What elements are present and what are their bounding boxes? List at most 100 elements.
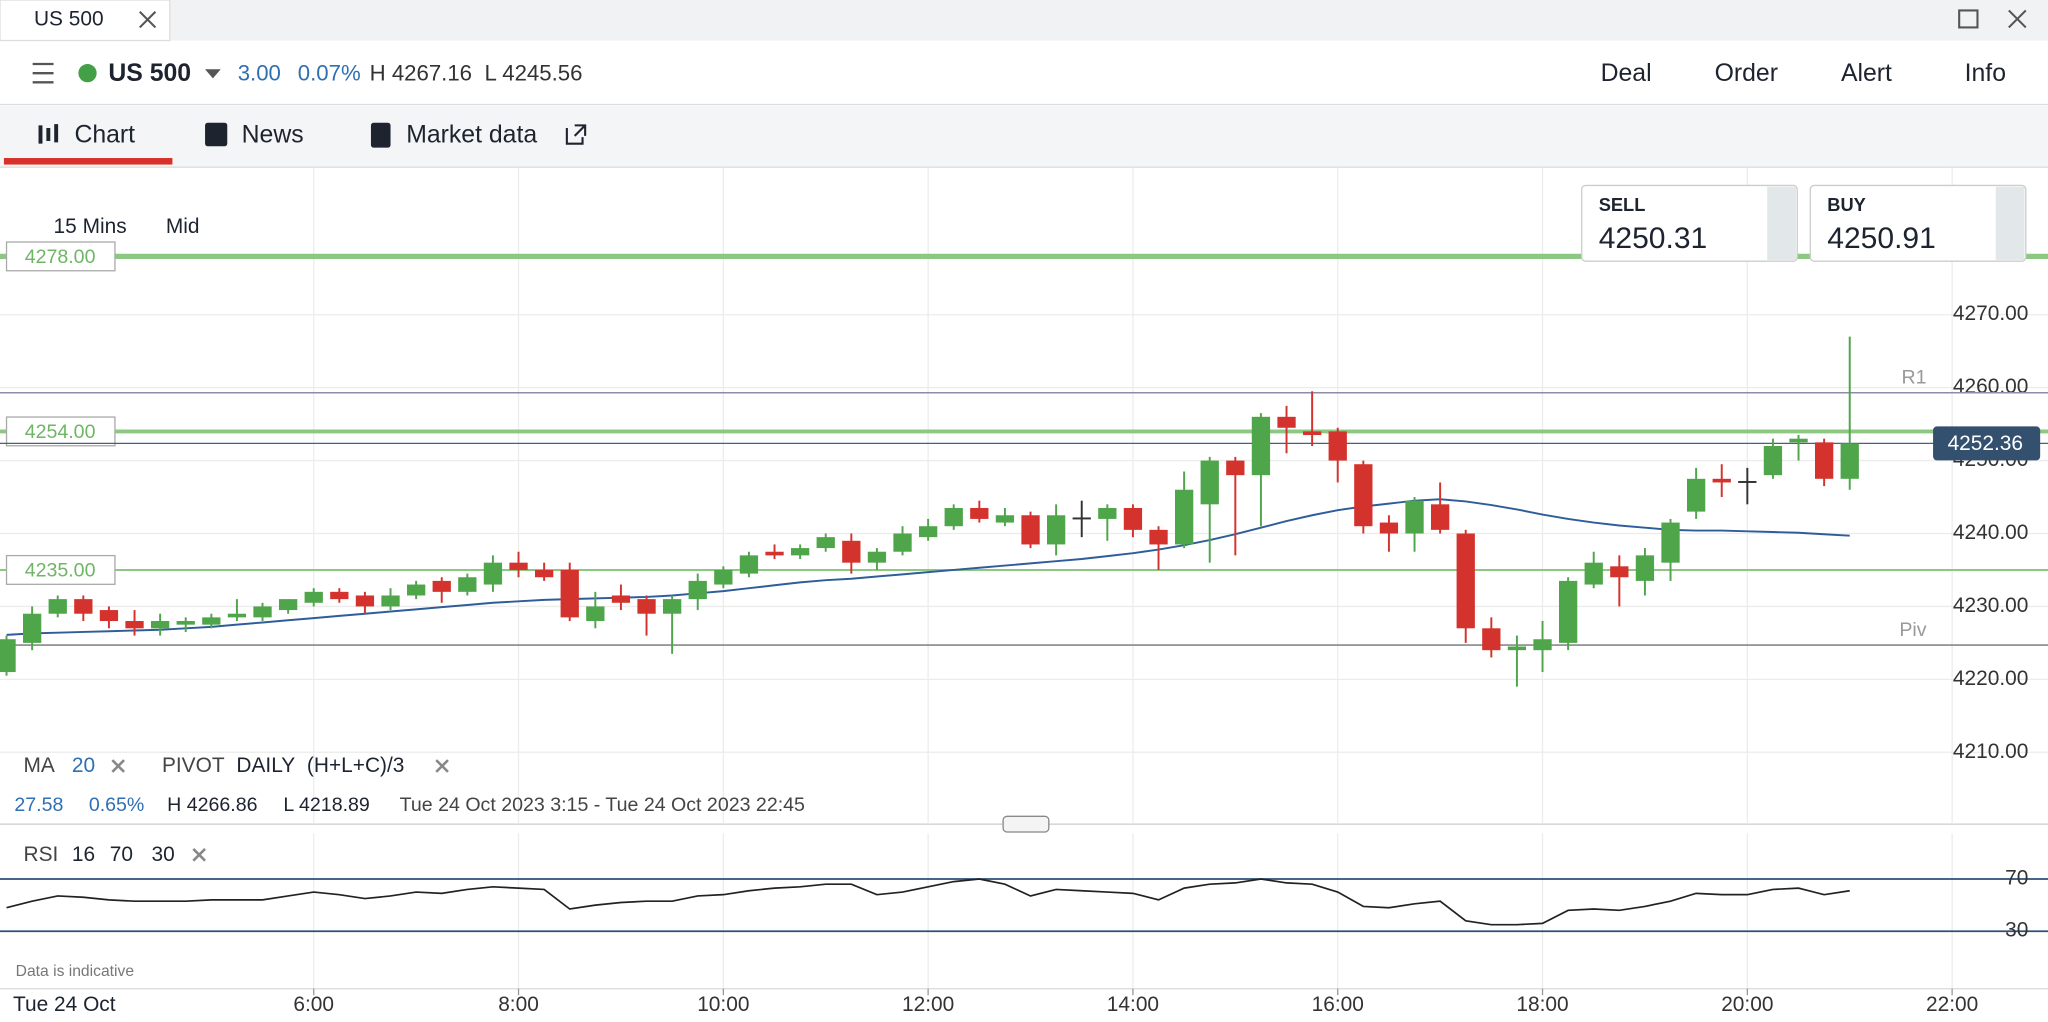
rsi-lower: 30 — [152, 843, 175, 866]
buy-box[interactable] — [1809, 184, 2027, 262]
y-tick-label: 4210.00 — [1953, 740, 2028, 763]
candle-body — [509, 562, 528, 570]
nav-tab[interactable]: News — [242, 121, 304, 148]
candle-body — [560, 569, 579, 618]
sell-box[interactable] — [1581, 184, 1798, 262]
menu[interactable] — [32, 62, 54, 84]
action[interactable]: Alert — [1841, 60, 1892, 87]
change-pct: 0.07% — [298, 60, 361, 85]
instrument[interactable]: US 500 — [108, 60, 191, 87]
candle-body — [662, 599, 682, 614]
market-icon — [370, 122, 391, 148]
candle-body — [1046, 515, 1066, 545]
buy-price: 4250.91 — [1827, 222, 1936, 255]
y-tick-label: 4230.00 — [1953, 594, 2028, 617]
resize-handle[interactable] — [1002, 815, 1050, 833]
maximize[interactable] — [1958, 9, 1979, 29]
x-tick-label: 6:00 — [293, 993, 334, 1016]
price-type[interactable]: Mid — [166, 215, 200, 238]
candle-body — [406, 584, 426, 596]
sell-side — [1767, 186, 1796, 260]
candle-body — [790, 548, 810, 556]
rsi-tick-label: 30 — [2005, 919, 2028, 942]
candle-body — [355, 595, 375, 607]
chart-icon — [38, 124, 59, 144]
candle-body — [1610, 566, 1629, 578]
x-tick-label: 14:00 — [1107, 993, 1159, 1016]
date-label: Tue 24 Oct — [13, 993, 116, 1016]
candle-body — [1354, 464, 1373, 527]
candle-body — [1584, 562, 1603, 585]
pivot-name: PIVOT — [162, 754, 225, 777]
candle-body — [1814, 442, 1834, 479]
caret[interactable] — [205, 69, 221, 79]
candle-body — [944, 507, 963, 527]
candle-body — [458, 577, 477, 592]
candle-body — [1021, 515, 1040, 545]
active-tab-underline — [3, 158, 173, 165]
remove[interactable] — [111, 759, 126, 773]
candle-body — [202, 617, 221, 625]
low: L 4245.56 — [485, 60, 583, 85]
close-tab[interactable] — [139, 11, 157, 29]
candle-body — [1430, 504, 1450, 530]
tab[interactable] — [0, 0, 171, 42]
candle-body — [125, 621, 144, 629]
level-label: 4235.00 — [25, 559, 96, 581]
remove[interactable] — [435, 759, 449, 773]
candle-body — [739, 555, 759, 574]
candle-body — [1840, 443, 1859, 479]
candle-body — [1456, 533, 1475, 629]
candle-body — [1277, 416, 1296, 428]
candle-body — [1149, 529, 1168, 545]
candle-body — [381, 595, 400, 607]
nav-tab[interactable]: Market data — [406, 121, 537, 148]
candle-body — [483, 562, 503, 585]
sell-price: 4250.31 — [1599, 222, 1708, 255]
y-tick-label: 4220.00 — [1953, 667, 2028, 690]
nav-bar — [0, 105, 2048, 168]
candle-body — [1200, 460, 1219, 505]
candle-body — [1789, 438, 1808, 443]
rsi-upper: 70 — [110, 843, 133, 866]
tab-title: US 500 — [34, 8, 104, 31]
remove[interactable] — [192, 848, 206, 862]
candle-body — [1635, 555, 1655, 581]
candle-body — [1533, 639, 1552, 651]
footnote: Data is indicative — [16, 963, 135, 980]
level-box — [5, 241, 116, 272]
candle-body — [1123, 507, 1143, 530]
level-box — [5, 554, 116, 585]
pivot-label: R1 — [1901, 367, 1926, 389]
x-tick-label: 22:00 — [1926, 993, 1978, 1016]
stat-range: Tue 24 Oct 2023 3:15 - Tue 24 Oct 2023 2… — [400, 794, 805, 816]
interval[interactable]: 15 Mins — [54, 215, 127, 238]
action[interactable]: Info — [1965, 60, 2006, 87]
action[interactable]: Order — [1715, 60, 1778, 87]
close-window[interactable] — [2008, 9, 2027, 29]
candle-body — [611, 595, 631, 603]
candle-body — [1328, 431, 1347, 461]
candle-body — [842, 540, 861, 563]
candle-body — [1072, 517, 1091, 520]
candle-body — [1686, 478, 1706, 512]
buy-label: BUY — [1827, 194, 1866, 215]
date-label-bg — [0, 991, 243, 1022]
rsi-panel: 70 30 — [0, 833, 2048, 989]
candle-body — [1379, 522, 1399, 534]
tab-bar — [0, 0, 2048, 41]
level-label: 4278.00 — [25, 246, 96, 268]
candle-body — [330, 591, 349, 600]
x-tick-label: 12:00 — [902, 993, 954, 1016]
candle-body — [278, 599, 298, 611]
candle-body — [995, 515, 1015, 523]
candle-body — [1661, 522, 1680, 563]
candle-body — [1226, 460, 1245, 476]
x-tick-label: 10:00 — [697, 993, 749, 1016]
candle-body — [867, 551, 887, 563]
candle-body — [1098, 507, 1117, 519]
candle-body — [688, 580, 707, 600]
news-icon — [205, 122, 228, 147]
action[interactable]: Deal — [1601, 60, 1652, 87]
nav-tab[interactable]: Chart — [74, 121, 135, 148]
